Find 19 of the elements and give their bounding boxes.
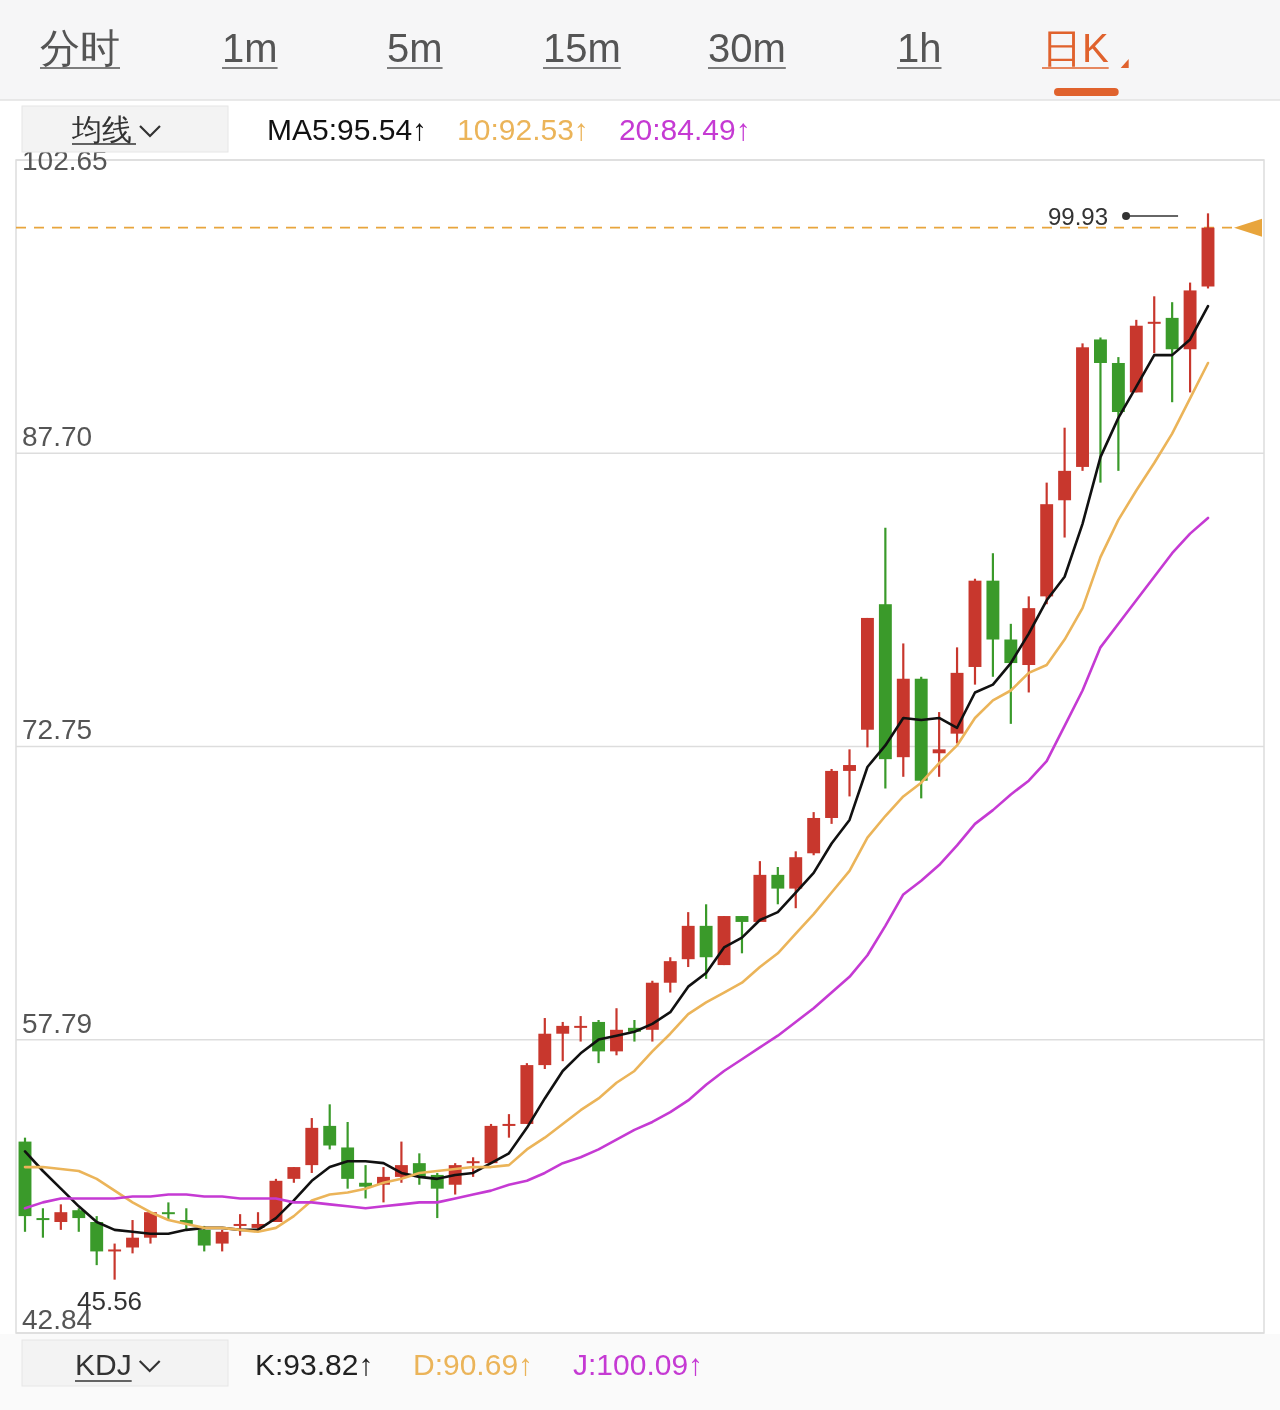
text: 15m xyxy=(543,26,621,70)
text: 分时 xyxy=(40,26,120,70)
text: K:93.82↑ xyxy=(255,1348,374,1381)
text: 5m xyxy=(387,26,443,70)
text: 1m xyxy=(222,26,278,70)
text: 1h xyxy=(897,26,942,70)
annotation: 99.93 xyxy=(1048,203,1109,230)
text: MA5:95.54↑ xyxy=(267,113,428,146)
y-tick-label: 72.75 xyxy=(22,714,93,746)
y-tick-label: 87.70 xyxy=(22,421,93,453)
text: 日K xyxy=(1042,26,1109,70)
y-tick-label: 57.79 xyxy=(22,1007,93,1039)
text: KDJ xyxy=(75,1348,132,1381)
text: 30m xyxy=(708,26,786,70)
text: 10:92.53↑ xyxy=(457,113,589,146)
text: J:100.09↑ xyxy=(573,1348,704,1381)
legend-title: 均线 xyxy=(71,113,132,146)
text: 20:84.49↑ xyxy=(618,113,751,146)
text: D:90.69↑ xyxy=(413,1348,534,1381)
